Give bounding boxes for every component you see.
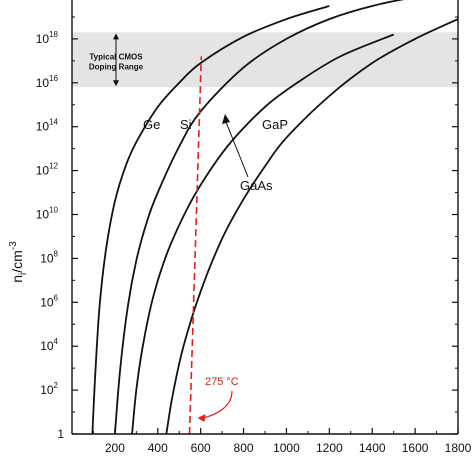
y-tick-label: 102	[40, 381, 58, 397]
y-tick-label: 1012	[36, 162, 59, 178]
band-arrow-up-head	[113, 33, 119, 40]
y-tick-label: 108	[40, 249, 58, 265]
band-label-line1: Typical CMOS	[89, 52, 143, 61]
curve-label-si: Si	[180, 117, 192, 132]
x-tick-label: 400	[148, 441, 168, 455]
x-tick-label: 800	[234, 441, 254, 455]
band-arrow-down-head	[113, 80, 119, 87]
curve-label-ge: Ge	[143, 117, 160, 132]
y-tick-label: 1014	[36, 118, 59, 134]
y-tick-label: 106	[40, 293, 58, 309]
curve-label-gaas: GaAs	[240, 178, 273, 193]
y-tick-label: 1	[57, 427, 64, 441]
x-tick-label: 1400	[359, 441, 386, 455]
series-line-si	[113, 0, 405, 435]
marker-275c-label: 275 °C	[205, 376, 239, 388]
marker-275c-arrowhead	[197, 414, 206, 422]
series-line-gaas	[131, 33, 395, 435]
y-axis-label: ni/cm-3	[8, 241, 29, 283]
gaas-pointer-arrowhead	[222, 114, 230, 124]
series-line-ge	[91, 5, 330, 435]
x-tick-label: 1800	[445, 441, 472, 455]
x-tick-label: 1600	[402, 441, 429, 455]
y-tick-label: 1020	[36, 0, 59, 2]
x-tick-label: 600	[191, 441, 211, 455]
doping-range-band	[72, 32, 458, 88]
x-tick-label: 1200	[316, 441, 343, 455]
y-tick-label: 1016	[36, 74, 59, 90]
series-line-gap	[165, 18, 459, 435]
marker-275c-line	[188, 56, 203, 435]
y-tick-label: 1010	[36, 206, 59, 222]
y-tick-label: 1018	[36, 30, 59, 46]
x-tick-label: 1000	[273, 441, 300, 455]
gaas-pointer-line	[225, 121, 249, 178]
y-tick-label: 104	[40, 337, 58, 353]
curve-label-gap: GaP	[262, 117, 288, 132]
x-tick-label: 200	[105, 441, 125, 455]
marker-275c-arrow	[203, 390, 233, 419]
band-label-line2: Doping Range	[89, 62, 144, 71]
